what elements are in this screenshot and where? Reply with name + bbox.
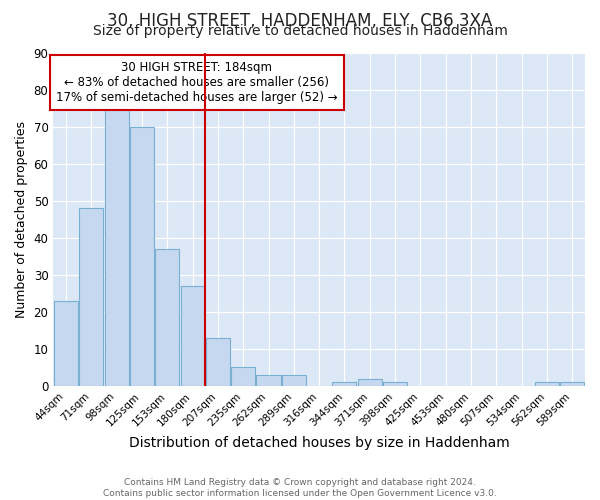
Bar	[256, 375, 281, 386]
Bar	[104, 108, 128, 386]
Bar	[130, 126, 154, 386]
Text: Size of property relative to detached houses in Haddenham: Size of property relative to detached ho…	[92, 24, 508, 38]
Bar	[79, 208, 103, 386]
Bar	[282, 375, 306, 386]
Bar	[332, 382, 356, 386]
Bar	[181, 286, 205, 386]
Bar	[358, 378, 382, 386]
Bar	[54, 300, 78, 386]
X-axis label: Distribution of detached houses by size in Haddenham: Distribution of detached houses by size …	[129, 436, 509, 450]
Bar	[560, 382, 584, 386]
Bar	[231, 368, 255, 386]
Bar	[535, 382, 559, 386]
Text: 30, HIGH STREET, HADDENHAM, ELY, CB6 3XA: 30, HIGH STREET, HADDENHAM, ELY, CB6 3XA	[107, 12, 493, 30]
Text: Contains HM Land Registry data © Crown copyright and database right 2024.
Contai: Contains HM Land Registry data © Crown c…	[103, 478, 497, 498]
Y-axis label: Number of detached properties: Number of detached properties	[15, 120, 28, 318]
Bar	[155, 249, 179, 386]
Text: 30 HIGH STREET: 184sqm
← 83% of detached houses are smaller (256)
17% of semi-de: 30 HIGH STREET: 184sqm ← 83% of detached…	[56, 61, 338, 104]
Bar	[206, 338, 230, 386]
Bar	[383, 382, 407, 386]
